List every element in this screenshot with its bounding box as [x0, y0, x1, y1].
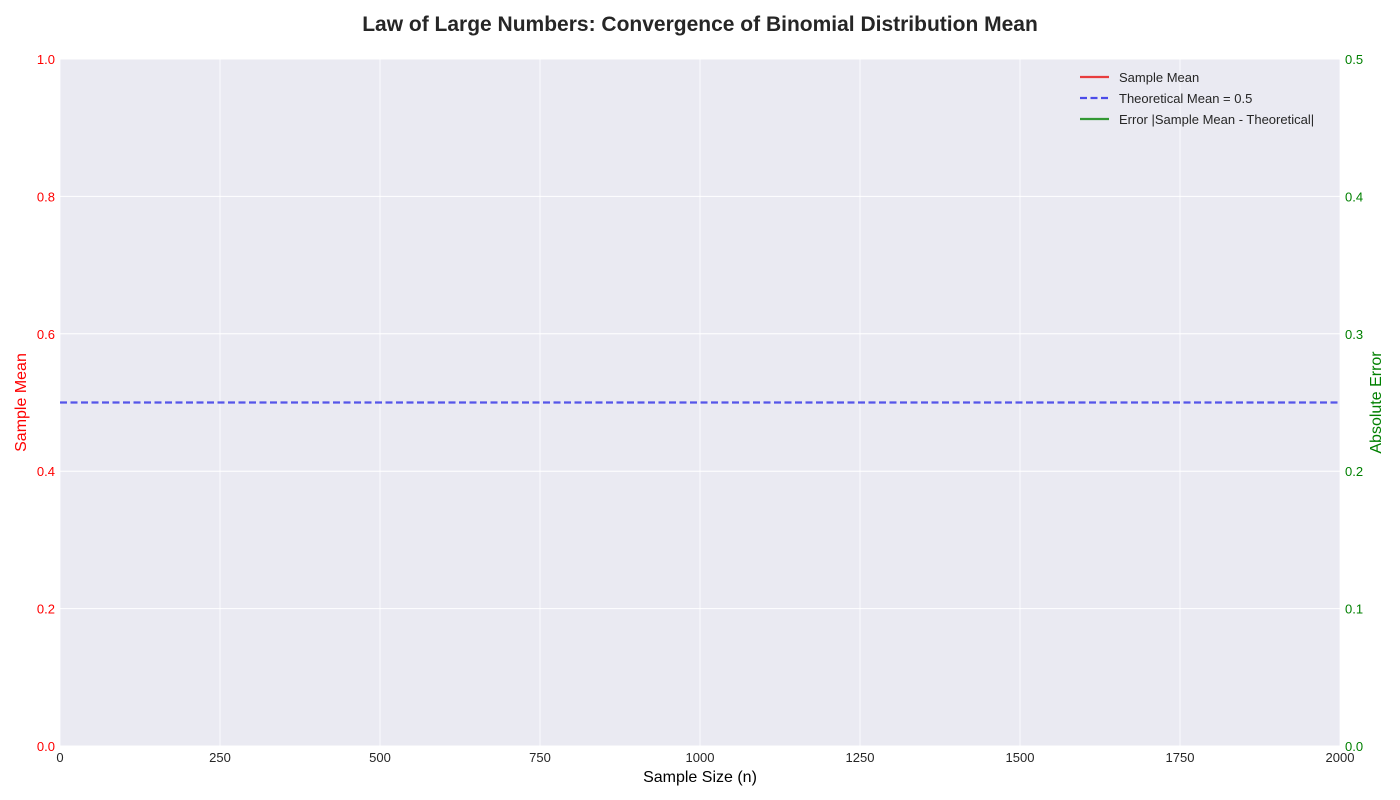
y2-tick-label: 0.0	[1345, 739, 1363, 754]
legend-label: Sample Mean	[1119, 70, 1199, 85]
x-tick-label: 1000	[686, 750, 715, 765]
x-tick-label: 1750	[1166, 750, 1195, 765]
y2-tick-label: 0.3	[1345, 327, 1363, 342]
x-tick-label: 250	[209, 750, 231, 765]
x-tick-label: 500	[369, 750, 391, 765]
y-tick-label: 1.0	[37, 52, 55, 67]
legend-label: Theoretical Mean = 0.5	[1119, 91, 1252, 106]
x-axis-label: Sample Size (n)	[643, 769, 757, 786]
x-tick-label: 750	[529, 750, 551, 765]
y2-tick-label: 0.5	[1345, 52, 1363, 67]
x-tick-label: 1500	[1006, 750, 1035, 765]
y2-tick-label: 0.4	[1345, 189, 1363, 204]
y2-tick-label: 0.1	[1345, 602, 1363, 617]
y-tick-label: 0.6	[37, 327, 55, 342]
x-tick-label: 1250	[846, 750, 875, 765]
x-tick-label: 0	[56, 750, 63, 765]
y-tick-label: 0.2	[37, 602, 55, 617]
y-tick-label: 0.4	[37, 464, 55, 479]
y-tick-label: 0.8	[37, 189, 55, 204]
legend-label: Error |Sample Mean - Theoretical|	[1119, 112, 1314, 127]
y2-tick-label: 0.2	[1345, 464, 1363, 479]
legend: Sample Mean Theoretical Mean = 0.5 Error |…	[1080, 70, 1314, 127]
y2-axis-ticks: 0.0 0.1 0.2 0.3 0.4 0.5	[1345, 52, 1363, 754]
x-tick-label: 2000	[1326, 750, 1355, 765]
x-axis-ticks: 0 250 500 750 1000 1250 1500 1750 2000	[56, 750, 1354, 765]
chart-title: Law of Large Numbers: Convergence of Bin…	[362, 13, 1038, 36]
y-gridlines	[60, 58, 1340, 747]
y-axis-label: Sample Mean	[13, 353, 30, 452]
y-tick-label: 0.0	[37, 739, 55, 754]
y-axis-ticks: 0.0 0.2 0.4 0.6 0.8 1.0	[37, 52, 55, 754]
y2-axis-label: Absolute Error	[1368, 351, 1385, 454]
